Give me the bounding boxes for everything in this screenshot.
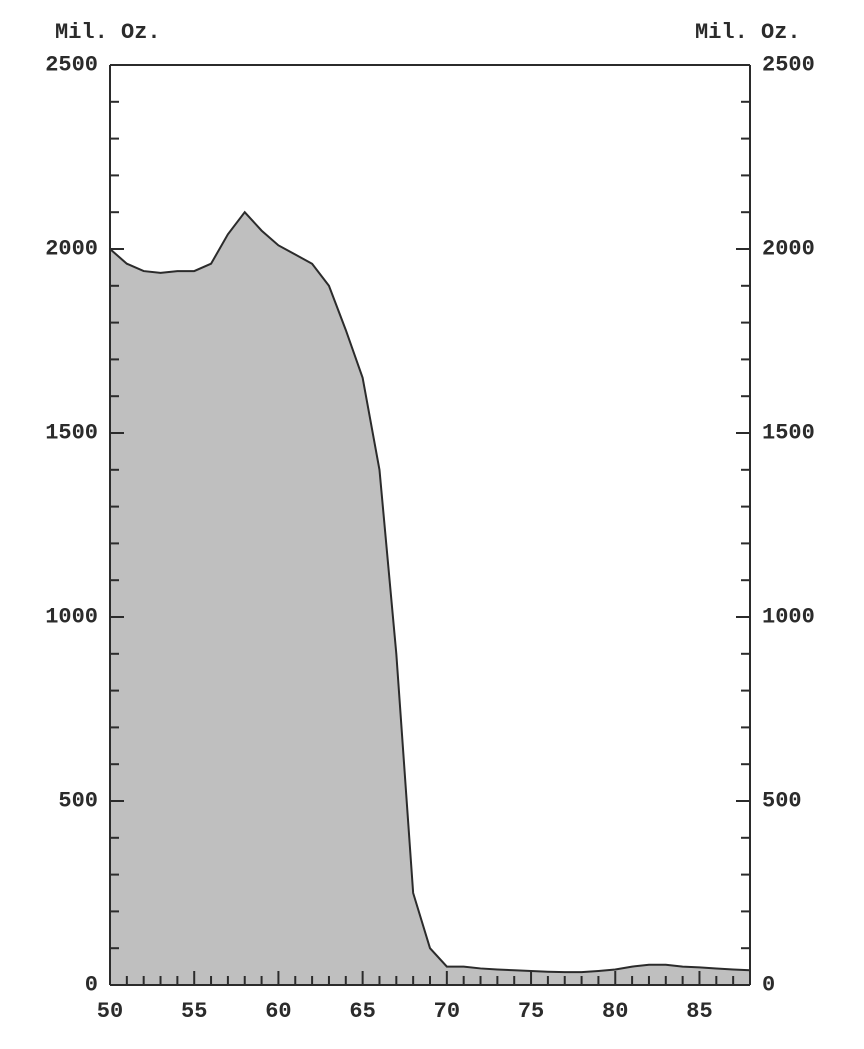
y-tick-left: 500 bbox=[58, 789, 98, 814]
y-tick-left: 0 bbox=[85, 973, 98, 998]
chart-stage: Mil. Oz. Mil. Oz. 0500100015002000250005… bbox=[0, 0, 864, 1049]
x-tick: 60 bbox=[265, 999, 291, 1024]
y-tick-right: 2500 bbox=[762, 53, 815, 78]
y-tick-left: 2000 bbox=[45, 237, 98, 262]
x-tick: 55 bbox=[181, 999, 207, 1024]
x-tick: 85 bbox=[686, 999, 712, 1024]
y-tick-left: 1500 bbox=[45, 421, 98, 446]
x-tick: 65 bbox=[349, 999, 375, 1024]
area-chart bbox=[0, 0, 864, 1049]
x-tick: 80 bbox=[602, 999, 628, 1024]
y-tick-right: 0 bbox=[762, 973, 775, 998]
x-tick: 70 bbox=[434, 999, 460, 1024]
y-tick-right: 1000 bbox=[762, 605, 815, 630]
y-tick-right: 500 bbox=[762, 789, 802, 814]
y-tick-right: 2000 bbox=[762, 237, 815, 262]
x-tick: 50 bbox=[97, 999, 123, 1024]
x-tick: 75 bbox=[518, 999, 544, 1024]
y-tick-left: 2500 bbox=[45, 53, 98, 78]
y-tick-right: 1500 bbox=[762, 421, 815, 446]
y-tick-left: 1000 bbox=[45, 605, 98, 630]
